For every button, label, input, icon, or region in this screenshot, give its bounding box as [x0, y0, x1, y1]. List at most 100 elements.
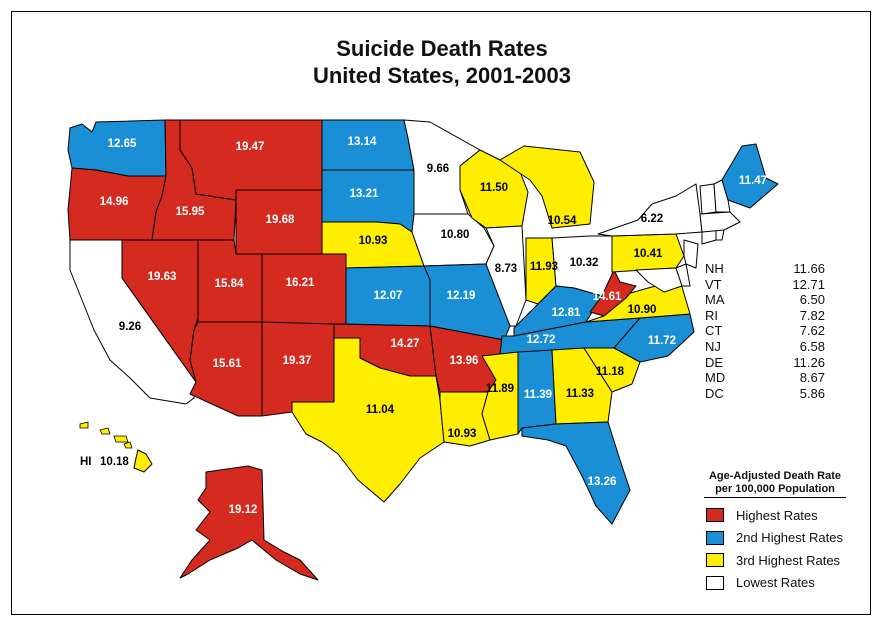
state-MI: [499, 145, 595, 229]
state-rate-IL: 8.73: [495, 263, 517, 275]
small-state-row-MA: MA 6.50: [705, 292, 825, 308]
state-HI: [133, 449, 153, 473]
state-rate-ND: 13.14: [348, 136, 377, 148]
legend-swatch: [706, 508, 724, 523]
state-rate-OR: 14.96: [100, 196, 129, 208]
small-state-rate: 5.86: [799, 385, 825, 401]
small-state-rate: 7.62: [799, 323, 825, 339]
state-NH: [713, 179, 731, 213]
legend-swatch: [706, 530, 724, 545]
state-rate-ME: 11.47: [739, 175, 767, 187]
state-rate-WY: 19.68: [266, 214, 295, 226]
state-rate-SD: 13.21: [350, 188, 379, 200]
small-states-table: NH 11.66 VT 12.71 MA 6.50 RI 7.82 CT 7.62 NJ 6.58 DE…: [705, 261, 825, 401]
map-subtitle: United States, 2001-2003: [312, 63, 572, 88]
small-state-abbr: CT: [705, 323, 723, 339]
state-rate-KS: 12.07: [374, 290, 403, 302]
state-rate-AL: 11.39: [524, 389, 552, 401]
state-rate-KY: 12.81: [552, 307, 581, 319]
state-rate-IA: 10.80: [441, 229, 470, 241]
legend-swatch: [706, 575, 724, 590]
hawaii-islet: [99, 427, 111, 435]
small-state-rate: 12.71: [792, 276, 825, 292]
state-NY: [597, 183, 703, 237]
legend-subtitle: per 100,000 Population: [704, 483, 846, 498]
state-rate-NV: 19.63: [148, 271, 177, 283]
small-state-row-DE: DE 11.26: [705, 355, 825, 371]
small-state-abbr: NH: [705, 261, 724, 276]
small-state-abbr: NJ: [705, 338, 721, 354]
state-rate-NC: 11.72: [648, 335, 676, 347]
state-VT: [699, 183, 717, 215]
state-MD: [635, 267, 683, 293]
state-rate-MS: 11.89: [486, 383, 514, 395]
small-state-rate: 11.66: [793, 261, 825, 276]
state-rate-NY: 6.22: [641, 213, 663, 225]
state-rate-OH: 10.32: [570, 257, 599, 269]
hawaii-abbr: HI: [80, 456, 92, 468]
state-rate-WV: 14.61: [593, 291, 622, 303]
state-rate-PA: 10.41: [634, 248, 663, 260]
small-state-row-NH: NH 11.66: [705, 261, 825, 277]
state-rate-LA: 10.93: [448, 428, 477, 440]
state-GA: [551, 347, 613, 425]
state-rate-AR: 13.96: [450, 355, 479, 367]
state-rate-AK: 19.12: [229, 504, 258, 516]
state-rate-CA: 9.26: [119, 321, 141, 333]
state-rate-MO: 12.19: [447, 290, 476, 302]
state-rate-TN: 12.72: [527, 334, 556, 346]
state-RI: [715, 229, 725, 241]
small-state-row-MD: MD 8.67: [705, 370, 825, 386]
state-rate-WI: 11.50: [480, 182, 508, 194]
state-ME: [721, 143, 779, 209]
small-state-abbr: VT: [705, 276, 722, 292]
state-rate-ID: 15.95: [176, 206, 205, 218]
small-state-abbr: DE: [705, 354, 724, 370]
legend-label: Lowest Rates: [736, 575, 815, 591]
hawaii-rate: 10.18: [100, 456, 129, 468]
small-state-row-DC: DC 5.86: [705, 386, 825, 402]
small-state-abbr: RI: [705, 307, 718, 323]
state-MN: [403, 119, 481, 215]
state-MA: [699, 211, 741, 233]
state-rate-MT: 19.47: [236, 141, 265, 153]
legend-swatch: [706, 553, 724, 568]
state-rate-TX: 11.04: [366, 404, 395, 416]
small-state-row-VT: VT 12.71: [705, 277, 825, 293]
small-state-rate: 11.26: [793, 354, 825, 370]
small-state-row-CT: CT 7.62: [705, 323, 825, 339]
state-rate-VA: 10.90: [628, 304, 657, 316]
legend-item-third: 3rd Highest Rates: [690, 549, 860, 572]
state-CO: [261, 253, 347, 325]
legend-item-second: 2nd Highest Rates: [690, 527, 860, 550]
small-state-rate: 6.50: [799, 292, 825, 308]
state-WI: [459, 149, 529, 229]
small-state-rate: 6.58: [799, 338, 825, 354]
hawaii-islet: [79, 421, 89, 429]
legend-label: Highest Rates: [736, 507, 818, 523]
hawaii-islet: [113, 435, 129, 443]
state-rate-GA: 11.33: [566, 388, 594, 400]
state-rate-SC: 11.18: [596, 366, 625, 378]
state-rate-WA: 12.65: [108, 138, 137, 150]
state-MS: [481, 351, 519, 441]
state-rate-OK: 14.27: [391, 338, 420, 350]
state-MT: [179, 119, 323, 201]
state-DE: [675, 263, 691, 287]
state-rate-UT: 15.84: [215, 278, 244, 290]
small-state-rate: 7.82: [799, 307, 825, 323]
legend-label: 3rd Highest Rates: [736, 552, 841, 568]
state-IL: [485, 225, 527, 327]
legend-title: Age-Adjusted Death Rate: [708, 470, 842, 482]
small-state-rate: 8.67: [799, 370, 825, 386]
legend: Age-Adjusted Death Rate per 100,000 Popu…: [690, 470, 860, 594]
small-state-row-NJ: NJ 6.58: [705, 339, 825, 355]
legend-item-highest: Highest Rates: [690, 504, 860, 527]
state-rate-AZ: 15.61: [213, 358, 242, 370]
small-state-row-RI: RI 7.82: [705, 308, 825, 324]
state-rate-NE: 10.93: [359, 235, 388, 247]
map-title: Suicide Death Rates: [336, 36, 548, 61]
hawaii-islet: [123, 441, 133, 449]
state-rate-MI: 10.54: [548, 215, 577, 227]
